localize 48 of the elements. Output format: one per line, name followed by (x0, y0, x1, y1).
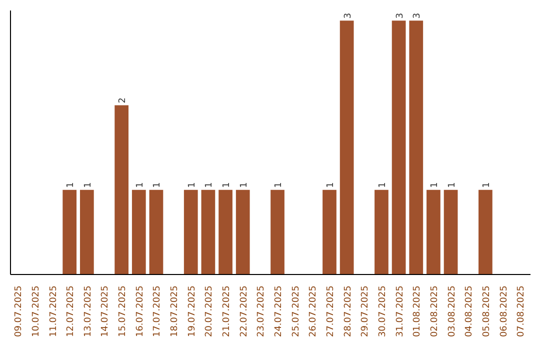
data-label: 1 (447, 182, 458, 188)
x-tick-label: 21.07.2025 (222, 286, 232, 338)
x-tick-label: 17.07.2025 (152, 286, 163, 338)
x-tick-label: 10.07.2025 (31, 286, 42, 338)
x-tick-label: 05.08.2025 (482, 286, 492, 338)
x-tick-label: 24.07.2025 (274, 286, 284, 338)
x-tick-label: 07.08.2025 (516, 286, 527, 338)
data-label: 2 (118, 98, 128, 104)
x-tick-label: 25.07.2025 (291, 286, 302, 338)
x-tick-label: 18.07.2025 (170, 286, 180, 338)
data-label: 1 (187, 182, 198, 188)
x-tick-label: 09.07.2025 (14, 286, 24, 338)
data-label: 1 (66, 182, 76, 188)
x-tick-label: 14.07.2025 (100, 286, 111, 338)
x-tick-label: 31.07.2025 (395, 286, 406, 338)
x-tick-label: 30.07.2025 (378, 286, 388, 338)
x-tick-label: 29.07.2025 (360, 286, 371, 338)
data-label: 1 (135, 182, 146, 188)
x-tick-label: 16.07.2025 (135, 286, 146, 338)
x-tick-label: 12.07.2025 (66, 286, 76, 338)
data-label: 1 (326, 182, 336, 188)
x-tick-label: 27.07.2025 (326, 286, 336, 338)
data-label: 3 (412, 12, 423, 19)
data-label: 1 (274, 182, 284, 188)
x-tick-label: 28.07.2025 (343, 286, 354, 338)
data-label: 1 (482, 182, 492, 188)
x-tick-label: 26.07.2025 (308, 286, 319, 338)
data-label: 1 (83, 182, 94, 188)
data-label: 1 (430, 182, 440, 188)
data-label: 1 (152, 182, 163, 188)
x-tick-label: 22.07.2025 (239, 286, 250, 338)
x-tick-label: 03.08.2025 (447, 286, 458, 338)
data-label: 3 (343, 12, 354, 19)
x-tick-label: 04.08.2025 (464, 286, 475, 338)
x-tick-label: 06.08.2025 (499, 286, 510, 338)
x-tick-label: 20.07.2025 (204, 286, 215, 338)
x-tick-label: 02.08.2025 (430, 286, 440, 338)
data-label: 3 (395, 12, 406, 19)
x-tick-label: 19.07.2025 (187, 286, 198, 338)
x-tick-label: 23.07.2025 (256, 286, 267, 338)
data-label: 1 (239, 182, 250, 188)
x-tick-label: 01.08.2025 (412, 286, 423, 338)
x-tick-label: 11.07.2025 (48, 286, 59, 338)
data-label: 1 (204, 182, 215, 188)
data-label: 1 (378, 182, 388, 188)
data-label: 1 (222, 182, 232, 188)
x-tick-label: 13.07.2025 (83, 286, 94, 338)
x-tick-label: 15.07.2025 (118, 286, 128, 338)
